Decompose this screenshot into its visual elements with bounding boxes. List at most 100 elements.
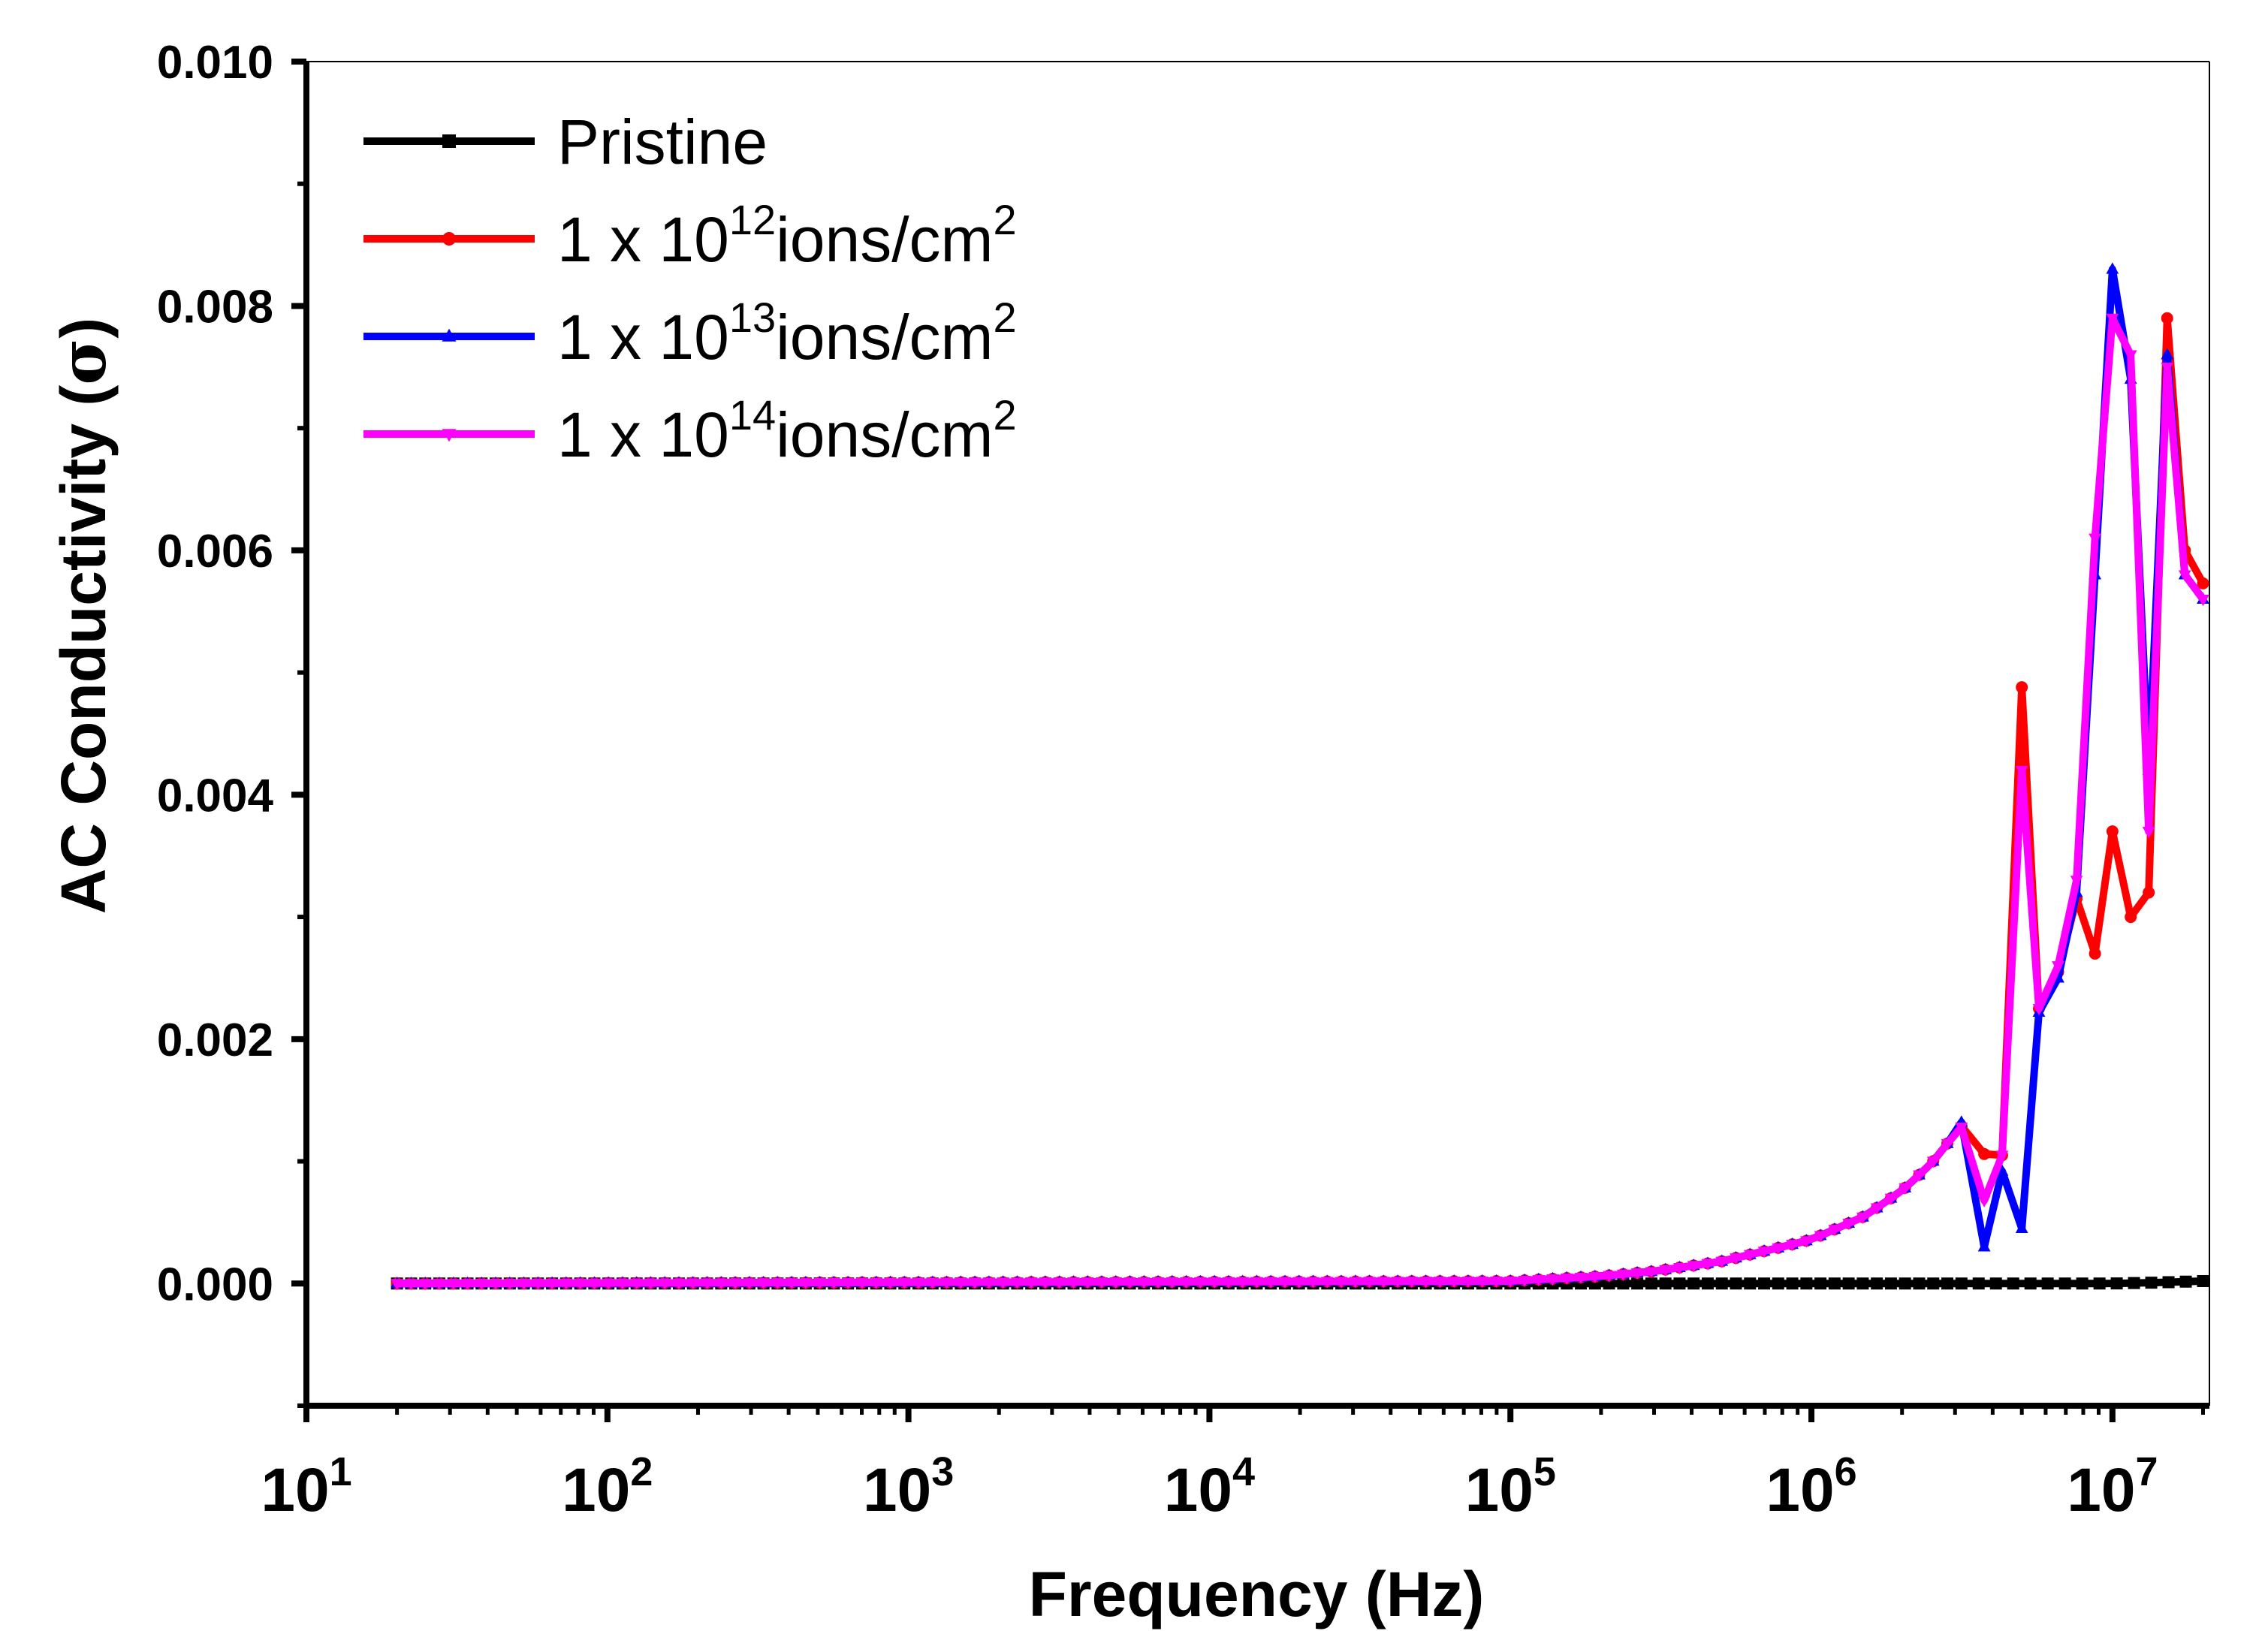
- data-point: [1645, 1267, 1658, 1279]
- data-point: [1772, 1243, 1785, 1255]
- data-point: [1546, 1274, 1559, 1286]
- data-point: [799, 1278, 813, 1290]
- data-point: [658, 1278, 671, 1290]
- legend-label-sup2: 2: [994, 294, 1017, 341]
- data-point: [1659, 1265, 1672, 1277]
- x-tick-label: 103: [863, 1449, 954, 1524]
- data-point: [2106, 313, 2119, 325]
- data-point: [757, 1278, 770, 1290]
- data-point: [1518, 1276, 1531, 1288]
- data-point: [1208, 1277, 1221, 1289]
- data-point: [1995, 1150, 2009, 1162]
- data-point: [2024, 1277, 2037, 1290]
- data-point: [1419, 1277, 1433, 1289]
- y-ticks: 0.000 0.002 0.004 0.006 0.008 0.010: [157, 37, 306, 1408]
- data-point: [1081, 1277, 1094, 1289]
- data-point: [1109, 1277, 1123, 1289]
- data-point: [418, 1279, 432, 1291]
- data-point: [2007, 1277, 2019, 1290]
- data-point: [2076, 1277, 2089, 1290]
- legend-marker: [442, 328, 457, 342]
- data-point: [1730, 1253, 1742, 1265]
- data-point: [2106, 262, 2119, 274]
- data-point: [1588, 1271, 1602, 1284]
- data-point: [968, 1277, 982, 1289]
- data-point: [1617, 1277, 1630, 1290]
- data-point: [1630, 1268, 1644, 1280]
- data-point: [954, 1277, 967, 1289]
- x-tick-label-base: 10: [562, 1456, 630, 1524]
- x-tick-label-base: 10: [863, 1456, 931, 1524]
- data-point: [2041, 1277, 2054, 1290]
- data-point: [1941, 1277, 1954, 1290]
- x-tick-label-exponent: 3: [931, 1449, 954, 1494]
- x-tick-label-exponent: 2: [630, 1449, 653, 1494]
- legend-label: 1 x 1014ions/cm2: [557, 391, 1017, 470]
- data-point: [2145, 1277, 2158, 1289]
- data-point: [1039, 1277, 1052, 1289]
- data-point: [1053, 1277, 1066, 1289]
- series-layer: [391, 262, 2209, 1291]
- data-point: [1989, 1277, 2002, 1290]
- data-point: [503, 1278, 517, 1291]
- data-point: [743, 1278, 756, 1290]
- legend-label: Pristine: [557, 107, 768, 177]
- data-point: [1264, 1277, 1277, 1289]
- data-point: [1123, 1277, 1136, 1289]
- data-point: [1842, 1277, 1855, 1290]
- x-tick-label-exponent: 6: [1835, 1449, 1857, 1494]
- data-point: [1461, 1277, 1475, 1289]
- data-point: [1715, 1256, 1729, 1268]
- data-point: [1955, 1277, 1968, 1290]
- series-triangle-down: [391, 313, 2209, 1291]
- data-point: [884, 1277, 897, 1290]
- plot-frame: [303, 61, 2210, 1409]
- data-point: [1067, 1277, 1080, 1289]
- data-point: [1941, 1138, 1954, 1151]
- data-point: [447, 1279, 460, 1291]
- data-point: [1856, 1212, 1869, 1224]
- data-point: [2124, 350, 2137, 362]
- data-point: [1490, 1277, 1503, 1289]
- data-point: [1433, 1277, 1446, 1289]
- data-point: [531, 1278, 544, 1291]
- data-point: [1871, 1277, 1883, 1290]
- x-tick-label-base: 10: [2067, 1456, 2135, 1524]
- data-point: [1574, 1272, 1588, 1285]
- data-point: [1786, 1240, 1799, 1252]
- data-point: [728, 1278, 742, 1290]
- data-point: [1687, 1261, 1700, 1273]
- data-point: [1977, 1195, 1991, 1207]
- data-point: [1701, 1259, 1715, 1271]
- data-point: [1757, 1247, 1771, 1259]
- data-point: [940, 1277, 953, 1289]
- data-point: [1603, 1271, 1616, 1283]
- y-tick-label: 0.000: [157, 1259, 273, 1310]
- x-tick-label-base: 10: [261, 1456, 329, 1524]
- data-point: [841, 1277, 855, 1290]
- legend-item: 1 x 1012ions/cm2: [363, 196, 1017, 275]
- data-point: [2197, 595, 2209, 607]
- data-point: [1687, 1277, 1700, 1290]
- data-point: [1659, 1277, 1672, 1290]
- data-point: [1870, 1203, 1883, 1215]
- y-tick-label: 0.004: [157, 770, 274, 822]
- data-point: [771, 1278, 784, 1290]
- data-point: [1320, 1277, 1334, 1289]
- data-point: [982, 1277, 996, 1289]
- data-point: [644, 1278, 657, 1290]
- data-point: [1631, 1277, 1644, 1290]
- data-point: [1828, 1277, 1841, 1290]
- data-point: [1292, 1277, 1306, 1289]
- data-point: [461, 1279, 474, 1291]
- data-point: [1377, 1277, 1390, 1289]
- data-point: [2106, 825, 2119, 838]
- data-point: [1503, 1277, 1517, 1289]
- data-point: [1977, 1240, 1991, 1252]
- data-point: [2093, 1277, 2106, 1290]
- data-point: [997, 1277, 1010, 1289]
- data-point: [1955, 1122, 1968, 1135]
- data-point: [1828, 1225, 1841, 1237]
